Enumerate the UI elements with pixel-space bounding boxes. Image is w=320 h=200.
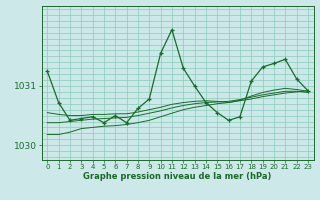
X-axis label: Graphe pression niveau de la mer (hPa): Graphe pression niveau de la mer (hPa) [84,172,272,181]
